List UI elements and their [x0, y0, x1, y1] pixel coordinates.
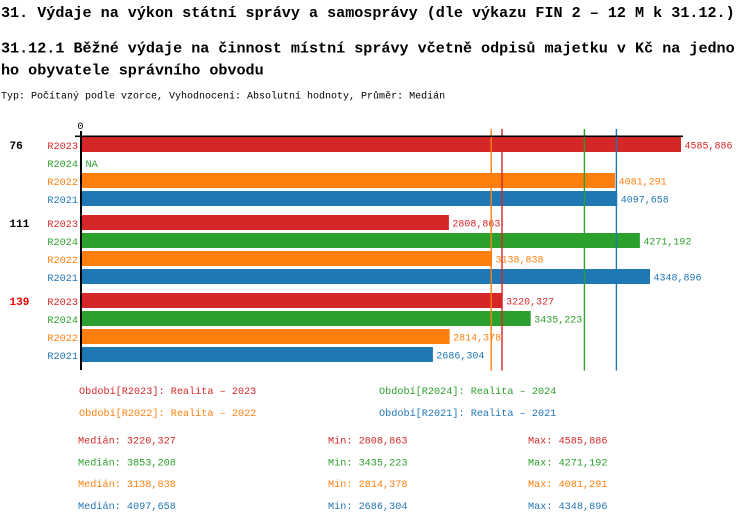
- svg-text:4081,291: 4081,291: [619, 178, 667, 189]
- svg-text:2808,863: 2808,863: [452, 220, 500, 231]
- svg-text:31.12.1 Běžné výdaje na činnos: 31.12.1 Běžné výdaje na činnost místní s…: [1, 39, 735, 57]
- svg-text:R2022: R2022: [47, 178, 78, 189]
- svg-text:R2023: R2023: [47, 298, 78, 309]
- svg-text:R2021: R2021: [47, 196, 78, 207]
- svg-text:R2023: R2023: [47, 220, 78, 231]
- svg-text:31. Výdaje na výkon státní spr: 31. Výdaje na výkon státní správy a samo…: [1, 4, 735, 22]
- svg-text:111: 111: [10, 219, 30, 231]
- svg-text:Min: 2808,863: Min: 2808,863: [328, 436, 407, 448]
- svg-text:Min: 2814,378: Min: 2814,378: [328, 479, 407, 491]
- svg-text:3435,223: 3435,223: [534, 316, 582, 327]
- svg-text:Max: 4271,192: Max: 4271,192: [528, 458, 607, 469]
- svg-text:4585,886: 4585,886: [685, 142, 733, 153]
- svg-text:76: 76: [10, 141, 23, 153]
- svg-text:R2021: R2021: [47, 352, 78, 363]
- svg-text:R2021: R2021: [47, 274, 78, 285]
- svg-text:2814,378: 2814,378: [453, 334, 501, 345]
- svg-text:NA: NA: [86, 160, 99, 171]
- svg-text:Min: 2686,304: Min: 2686,304: [328, 501, 407, 513]
- svg-text:Období[R2021]: Realita – 2021: Období[R2021]: Realita – 2021: [379, 408, 556, 420]
- svg-text:R2022: R2022: [47, 256, 78, 267]
- svg-text:3220,327: 3220,327: [506, 298, 554, 309]
- svg-text:Min: 3435,223: Min: 3435,223: [328, 457, 407, 469]
- svg-text:Max: 4585,886: Max: 4585,886: [528, 437, 607, 448]
- svg-text:Období[R2023]: Realita – 2023: Období[R2023]: Realita – 2023: [79, 386, 256, 398]
- svg-text:4348,896: 4348,896: [654, 274, 702, 285]
- svg-text:R2024: R2024: [47, 316, 78, 327]
- svg-text:R2024: R2024: [47, 238, 78, 249]
- svg-text:4271,192: 4271,192: [643, 238, 691, 249]
- svg-text:Medián: 3853,208: Medián: 3853,208: [78, 457, 176, 469]
- svg-text:R2024: R2024: [47, 160, 78, 171]
- svg-text:3138,838: 3138,838: [495, 256, 543, 267]
- svg-text:Medián: 3220,327: Medián: 3220,327: [78, 436, 176, 448]
- svg-text:Typ: Počítaný podle vzorce, Vy: Typ: Počítaný podle vzorce, Vyhodnocení:…: [1, 90, 445, 103]
- svg-text:0: 0: [77, 122, 83, 133]
- svg-text:4097,658: 4097,658: [621, 196, 669, 207]
- svg-text:Období[R2022]: Realita – 2022: Období[R2022]: Realita – 2022: [79, 408, 256, 420]
- svg-text:2686,304: 2686,304: [436, 352, 484, 363]
- svg-text:139: 139: [10, 297, 30, 309]
- svg-text:Období[R2024]: Realita – 2024: Období[R2024]: Realita – 2024: [379, 386, 556, 398]
- svg-text:ho obyvatele správního obvodu: ho obyvatele správního obvodu: [1, 61, 264, 79]
- svg-text:Medián: 3138,838: Medián: 3138,838: [78, 479, 176, 491]
- svg-text:R2023: R2023: [47, 142, 78, 153]
- svg-text:Medián: 4097,658: Medián: 4097,658: [78, 501, 176, 513]
- svg-text:Max: 4348,896: Max: 4348,896: [528, 502, 607, 513]
- svg-text:Max: 4081,291: Max: 4081,291: [528, 480, 607, 491]
- svg-text:R2022: R2022: [47, 334, 78, 345]
